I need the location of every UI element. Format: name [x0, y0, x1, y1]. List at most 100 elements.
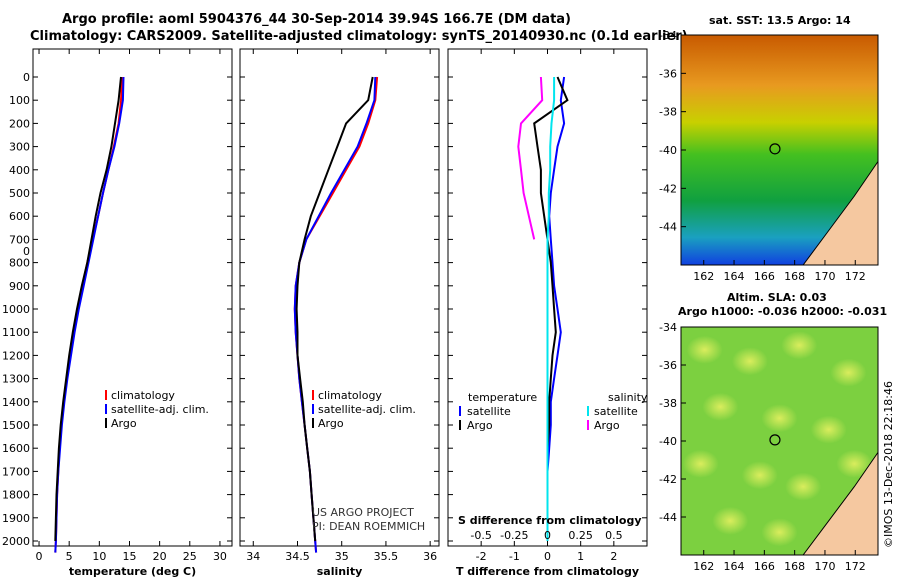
depth-tick-label: 0: [23, 71, 30, 84]
sla-anomaly: [686, 335, 723, 364]
legend-label: satellite: [594, 405, 638, 418]
depth-tick-label: 1500: [2, 419, 30, 432]
legend-label: climatology: [318, 389, 382, 402]
s-tick-label: 0.5: [605, 529, 623, 542]
legend-label: satellite: [467, 405, 511, 418]
map-lon-label: 172: [845, 560, 866, 573]
sla-anomaly: [785, 472, 822, 501]
xtick-label: -1: [509, 550, 520, 563]
legend-title-salinity: salinity: [608, 391, 648, 404]
xtick-label: 0: [36, 550, 43, 563]
depth-tick-label: 300: [9, 141, 30, 154]
xtick-label: 0: [544, 550, 551, 563]
xtick-label: 30: [213, 550, 227, 563]
temperature-xlabel: temperature (deg C): [69, 565, 196, 578]
xtick-label: -2: [476, 550, 487, 563]
depth-tick-label: 900: [9, 280, 30, 293]
depth-tick-label: 1200: [2, 349, 30, 362]
salinity-frame: [239, 48, 440, 547]
map-lat-label: -34: [659, 321, 677, 334]
sla-map-title: Altim. SLA: 0.03: [727, 291, 827, 304]
depth-tick-label: 500: [9, 187, 30, 200]
xtick-label: 5: [66, 550, 73, 563]
xtick-label: 25: [183, 550, 197, 563]
map-lon-label: 162: [693, 560, 714, 573]
depth-tick-label: 100: [9, 94, 30, 107]
map-lat-label: -42: [659, 473, 677, 486]
sla-anomaly: [761, 518, 798, 547]
difference-s-axis-title: S difference from climatology: [458, 514, 642, 527]
map-lon-label: 170: [814, 270, 835, 283]
xtick-label: 36: [423, 550, 437, 563]
map-lat-label: -40: [659, 435, 677, 448]
sla-map: -34 -36 -38 -40 -42 -44 162 164 166 168 170 172: [659, 321, 879, 573]
sla-anomaly: [731, 347, 768, 376]
s-tick-label: 0: [544, 529, 551, 542]
depth-tick-label: 1600: [2, 442, 30, 455]
depth-tick-label: 1100: [2, 326, 30, 339]
series-s-satellite: [546, 77, 556, 541]
map-lat-label: -38: [659, 106, 677, 119]
figure-title-line1: Argo profile: aoml 5904376_44 30-Sep-201…: [62, 12, 571, 27]
series-argo: [295, 76, 374, 542]
depth-tick-label: 600: [9, 210, 30, 223]
argo-location-marker: [769, 434, 781, 446]
depth-tick-label: 200: [9, 117, 30, 130]
xtick-label: 20: [153, 550, 167, 563]
xtick-label: 2: [610, 550, 617, 563]
figure-title-line2: Climatology: CARS2009. Satellite-adjuste…: [30, 29, 688, 44]
argo-location-marker: [769, 143, 781, 155]
sla-anomaly: [761, 404, 798, 433]
sla-anomaly: [682, 449, 719, 478]
panel-difference: -2 -1 0 1 2 T difference from climatology temp…: [447, 48, 648, 578]
depth-tick-label: 1300: [2, 373, 30, 386]
depth-tick-label: 700: [9, 233, 30, 246]
xtick-label: 34: [246, 550, 260, 563]
depth-tick-label: 1000: [2, 303, 30, 316]
map-lon-label: 168: [784, 560, 805, 573]
map-lon-label: 164: [724, 270, 745, 283]
map-lon-label: 166: [754, 270, 775, 283]
xtick-label: 35.5: [374, 550, 399, 563]
map-lon-label: 164: [724, 560, 745, 573]
sla-anomaly: [810, 415, 847, 444]
sla-anomaly: [830, 358, 867, 387]
panel-temperature: 0100200300400500600700080090010001100120…: [2, 48, 233, 578]
xtick-label: 15: [122, 550, 136, 563]
legend-label: Argo: [467, 419, 493, 432]
map-lat-label: -42: [659, 182, 677, 195]
legend-label: satellite-adj. clim.: [318, 403, 416, 416]
legend-title-temperature: temperature: [468, 391, 537, 404]
map-lat-label: -44: [659, 221, 677, 234]
sla-anomaly: [712, 506, 749, 535]
sla-map-subtitle: Argo h1000: -0.036 h2000: -0.031: [678, 305, 888, 318]
xtick-label: 35: [335, 550, 349, 563]
s-tick-label: 0.25: [568, 529, 593, 542]
series-s-argo: [517, 76, 544, 240]
panel-salinity: 34 34.5 35 35.5 36 salinity climatologysatelli…: [239, 48, 440, 578]
depth-tick-label: 400: [9, 164, 30, 177]
xtick-label: 34.5: [285, 550, 310, 563]
map-lon-label: 166: [754, 560, 775, 573]
map-lat-label: -36: [659, 359, 677, 372]
s-tick-label: -0.25: [500, 529, 528, 542]
depth-tick-label: 1700: [2, 465, 30, 478]
legend-label: Argo: [318, 417, 344, 430]
map-lon-label: 172: [845, 270, 866, 283]
sst-map: -34 -36 -38 -40 -42 -44 162 164 166 168 170 172: [659, 29, 879, 283]
xtick-label: 10: [92, 550, 106, 563]
depth-tick-label: 1400: [2, 396, 30, 409]
xtick-label: 1: [577, 550, 584, 563]
pi-annotation-line2: PI: DEAN ROEMMICH: [312, 520, 425, 533]
difference-xlabel: T difference from climatology: [456, 565, 639, 578]
temperature-frame: [32, 48, 233, 547]
sla-anomaly: [702, 392, 739, 421]
legend-label: climatology: [111, 389, 175, 402]
legend-label: Argo: [111, 417, 137, 430]
series-argo: [54, 76, 122, 542]
salinity-xlabel: salinity: [317, 565, 363, 578]
map-lat-label: -36: [659, 67, 677, 80]
map-lon-label: 162: [693, 270, 714, 283]
